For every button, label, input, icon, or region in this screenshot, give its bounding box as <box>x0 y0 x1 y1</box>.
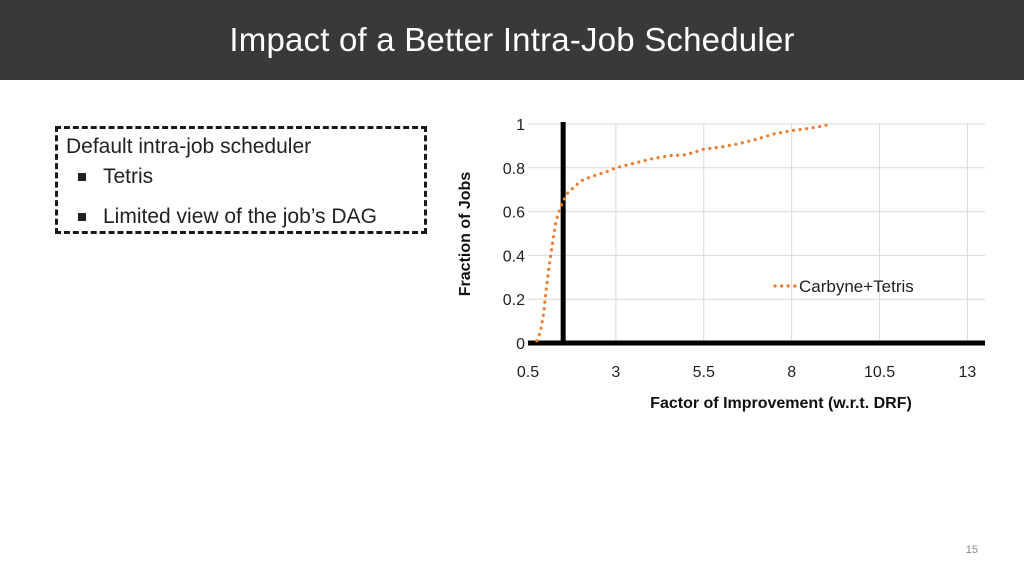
series-line-carbyne-tetris <box>535 123 829 343</box>
x-tick-label: 13 <box>959 364 977 381</box>
y-tick-label: 0.4 <box>503 248 525 265</box>
chart-series <box>535 123 829 343</box>
chart-grid <box>528 123 985 343</box>
info-box: Default intra-job scheduler Tetris Limit… <box>55 126 427 234</box>
bullet-text: Tetris <box>103 165 154 188</box>
y-tick-label: 0.8 <box>503 161 525 178</box>
box-heading: Default intra-job scheduler <box>66 135 312 158</box>
x-tick-label: 8 <box>787 364 796 381</box>
title-bar: Impact of a Better Intra-Job Scheduler <box>0 0 1024 80</box>
square-bullet-icon <box>78 173 86 181</box>
bullet-item: Tetris <box>78 165 153 189</box>
x-axis-title: Factor of Improvement (w.r.t. DRF) <box>650 395 912 412</box>
x-tick-label: 0.5 <box>517 364 539 381</box>
slide-title: Impact of a Better Intra-Job Scheduler <box>229 21 795 58</box>
y-tick-label: 1 <box>516 117 525 134</box>
page-number: 15 <box>965 544 978 556</box>
x-tick-label: 3 <box>611 364 620 381</box>
x-tick-label: 5.5 <box>693 364 715 381</box>
y-tick-label: 0.6 <box>503 205 525 222</box>
chart-axes <box>528 122 985 346</box>
y-tick-label: 0.2 <box>503 292 525 309</box>
square-bullet-icon <box>78 213 86 221</box>
y-axis-title: Fraction of Jobs <box>457 172 474 297</box>
bullet-text: Limited view of the job’s DAG <box>103 205 377 228</box>
bullet-item: Limited view of the job’s DAG <box>78 205 377 229</box>
x-tick-label: 10.5 <box>864 364 895 381</box>
y-tick-label: 0 <box>516 336 525 353</box>
legend-label: Carbyne+Tetris <box>799 277 914 296</box>
